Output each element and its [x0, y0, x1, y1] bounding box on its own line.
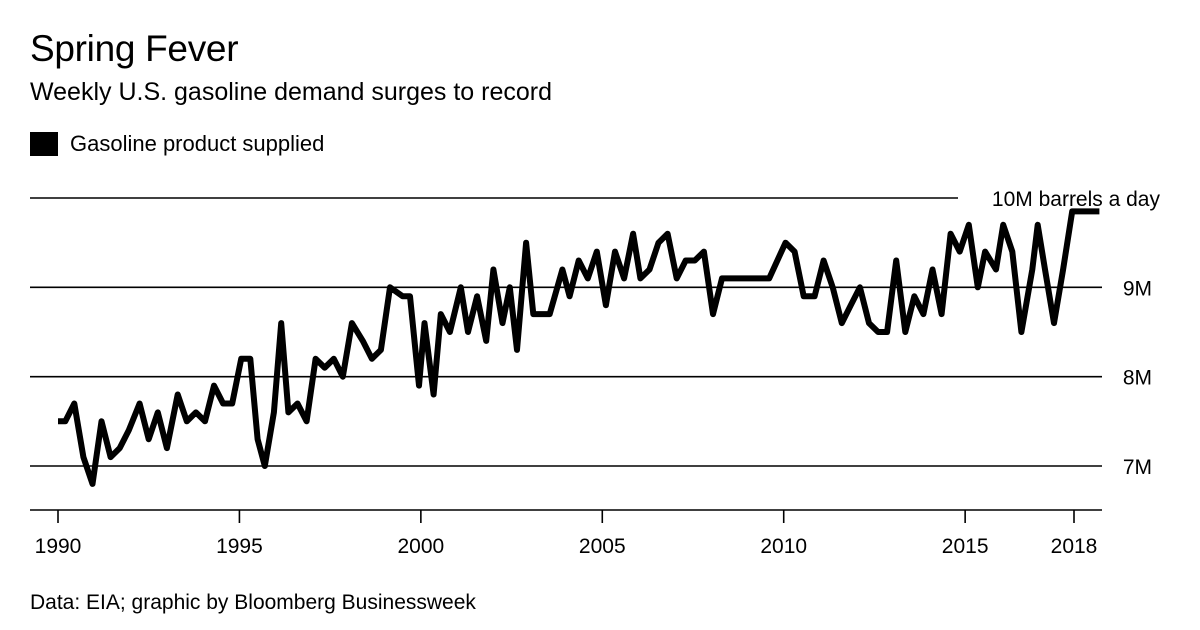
- legend: Gasoline product supplied: [30, 131, 324, 157]
- legend-label: Gasoline product supplied: [70, 131, 325, 156]
- y-tick-label-8m: 8M: [1123, 367, 1152, 390]
- x-tick-label-2015: 2015: [942, 535, 989, 558]
- x-tick-label-2000: 2000: [397, 535, 444, 558]
- legend-swatch: [30, 132, 58, 156]
- y-tick-label-7m: 7M: [1123, 456, 1152, 479]
- x-tick-label-1995: 1995: [216, 535, 263, 558]
- x-tick-label-2010: 2010: [760, 535, 807, 558]
- y-tick-label-9m: 9M: [1123, 277, 1152, 300]
- source-note: Data: EIA; graphic by Bloomberg Business…: [30, 591, 476, 614]
- series-line-gasoline: [58, 208, 1100, 487]
- chart-title: Spring Fever: [30, 28, 239, 69]
- x-axis-ticks: 1990 1995 2000 2005 2010 2015 2018: [35, 510, 1098, 558]
- x-tick-label-2005: 2005: [579, 535, 626, 558]
- gridlines: [30, 197, 1102, 467]
- chart-subtitle: Weekly U.S. gasoline demand surges to re…: [30, 78, 553, 106]
- x-tick-label-2018: 2018: [1051, 535, 1098, 558]
- x-tick-label-1990: 1990: [35, 535, 82, 558]
- y-tick-label-10m: 10M barrels a day: [992, 188, 1161, 211]
- y-axis-tick-labels: 7M 8M 9M 10M barrels a day: [992, 188, 1161, 479]
